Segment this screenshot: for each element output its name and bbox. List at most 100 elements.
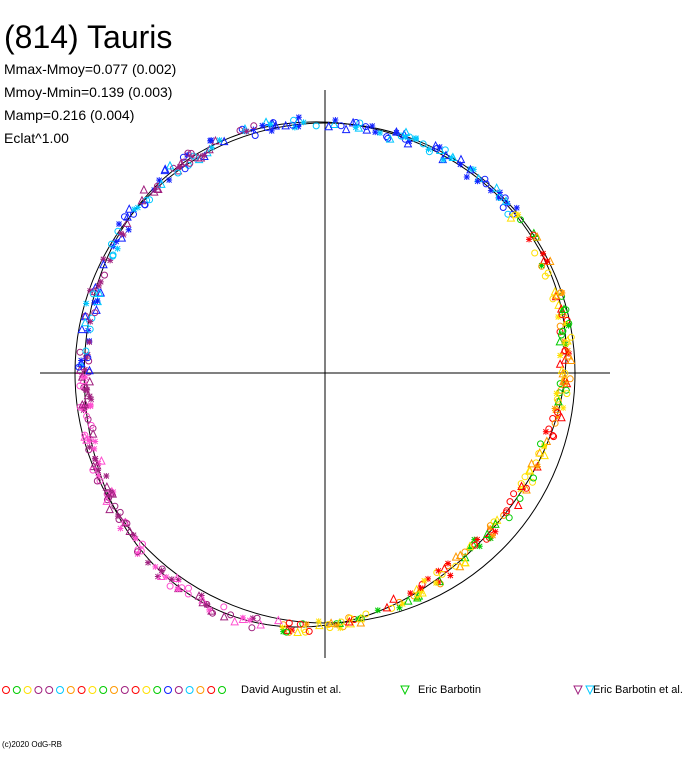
data-point [123,520,131,527]
data-point [239,614,246,621]
data-point [501,194,509,202]
data-point [117,230,124,237]
data-point [86,393,93,400]
data-point [554,413,561,420]
data-point [271,120,281,130]
data-point [219,611,229,621]
data-point [522,484,530,492]
legend-symbol [142,686,151,694]
data-point [238,614,248,623]
data-point [561,380,569,388]
data-point [181,165,189,173]
data-point [495,194,502,201]
data-point [198,594,207,604]
data-point [206,606,213,613]
data-point [274,615,283,625]
legend-symbol [66,686,75,694]
data-point [137,547,145,555]
data-point [554,396,563,406]
data-point [362,610,370,618]
data-point [152,563,159,570]
data-point [433,580,440,587]
data-point [436,143,443,150]
data-point [417,585,424,592]
data-point [482,180,490,188]
data-point [565,322,572,329]
data-point [356,613,366,623]
data-point [168,576,175,583]
legend-symbol [99,686,108,694]
data-point [557,352,564,359]
data-point [76,382,84,390]
data-point [92,438,99,445]
data-point [88,396,95,403]
data-point [82,374,89,381]
data-point [447,572,454,579]
data-point [329,119,339,129]
data-point [77,324,87,334]
data-point [107,257,114,264]
legend-symbol [196,686,205,694]
data-point [337,625,344,632]
legend-label-barbotin: Eric Barbotin [418,684,481,696]
data-point [75,363,83,371]
data-point [438,570,446,578]
data-point [176,158,186,167]
data-point [444,560,451,567]
data-point [457,161,464,168]
data-point [412,135,419,142]
data-point [534,463,541,470]
legend-symbol [573,685,583,696]
data-point [156,571,166,580]
legend-symbol [12,686,21,694]
data-point [315,618,322,625]
data-point [300,119,307,126]
data-point [101,271,108,279]
data-point [413,592,422,602]
data-point [413,588,423,598]
data-point [396,604,403,611]
data-point [139,540,146,548]
data-point [250,122,258,130]
data-point [537,440,544,448]
data-point [281,120,290,130]
legend-symbol [174,686,183,694]
data-point [87,403,94,410]
data-point [157,179,166,188]
data-point [492,183,501,192]
data-point [174,169,182,177]
data-point [385,134,395,143]
data-point [341,124,351,134]
data-point [295,114,302,121]
data-point [153,183,162,193]
data-point [344,616,354,626]
legend-label-augustin: David Augustin et al. [241,684,342,696]
data-point [513,204,520,211]
data-point [85,446,93,454]
data-point [220,603,228,611]
data-point [527,458,536,468]
data-point [97,278,104,285]
data-point [97,455,106,465]
data-point [562,306,570,314]
data-point [106,487,115,497]
data-point [563,390,571,398]
data-point [139,184,149,194]
data-point [557,331,565,339]
legend-symbol [185,686,194,694]
stat-mamp: Mamp=0.216 (0.004) [4,107,135,123]
data-point [532,232,542,241]
data-point [249,615,256,622]
data-point [492,528,499,535]
data-point [100,256,107,263]
data-point [516,495,524,502]
data-point [131,206,138,213]
data-point [92,460,102,470]
data-point [251,132,259,139]
data-point [326,624,334,632]
data-point [95,282,102,289]
data-point [466,164,475,174]
data-point [517,480,525,488]
data-point [374,607,381,614]
data-point [421,577,428,584]
